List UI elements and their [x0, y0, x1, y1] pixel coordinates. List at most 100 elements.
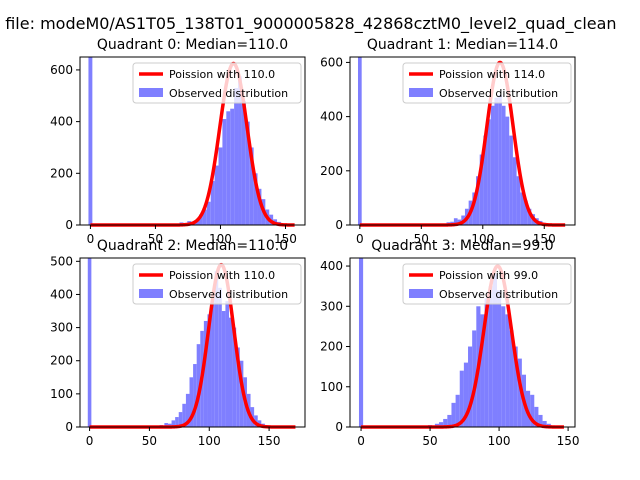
legend-box	[402, 62, 572, 104]
histogram-bar	[501, 105, 506, 225]
histogram-bar	[451, 402, 456, 427]
histogram-bar	[488, 286, 493, 427]
legend: Poission with 110.0 Observed distribution	[132, 62, 302, 104]
histogram-bar	[199, 214, 203, 225]
histogram-bar	[484, 298, 489, 427]
histogram-bar	[236, 347, 240, 427]
histogram-bar	[206, 201, 211, 225]
legend: Poission with 110.0 Observed distribution	[132, 263, 302, 305]
subplot-2: Quadrant 2: Median=110.0 0 50 100 150 0 100 200…	[50, 238, 306, 448]
figure-title: n file: modeM0/AS1T05_138T01_9000005828_…	[0, 14, 617, 33]
histogram-bar	[439, 422, 444, 427]
histogram-bar	[234, 88, 239, 225]
x-tick-label: 100	[198, 434, 221, 448]
histogram-bar	[189, 377, 194, 427]
histogram-bar	[196, 344, 201, 427]
histogram-bar	[517, 358, 522, 427]
histogram-bar	[530, 394, 535, 427]
y-tick-label: 0	[65, 218, 73, 232]
histogram-bar	[527, 208, 532, 225]
histogram-bar	[214, 271, 219, 427]
histogram-bar	[249, 147, 254, 225]
y-tick-label: 600	[50, 63, 73, 77]
x-tick-label: 50	[414, 232, 429, 246]
legend-box	[402, 263, 572, 305]
x-tick-label: 150	[557, 434, 580, 448]
histogram-bar	[468, 346, 473, 427]
subplot-title: Quadrant 1: Median=114.0	[367, 37, 558, 53]
legend-label-observed: Observed distribution	[169, 288, 288, 301]
histogram-bar	[185, 393, 190, 427]
histogram-bar	[193, 364, 197, 427]
histogram-bar	[513, 346, 518, 427]
histogram-bar	[455, 394, 460, 427]
legend-bar-swatch	[409, 88, 433, 97]
y-tick-label: 0	[65, 420, 73, 434]
histogram-bar	[498, 94, 502, 225]
histogram-bar	[542, 420, 547, 427]
histogram-bar	[497, 290, 502, 427]
histogram-bar	[214, 165, 219, 225]
histogram-bar	[218, 287, 222, 427]
x-tick-label: 0	[356, 232, 364, 246]
histogram-bar	[232, 327, 237, 427]
legend-label-poisson: Poission with 99.0	[439, 269, 538, 282]
legend-bar-swatch	[139, 289, 163, 298]
histogram-bar	[443, 418, 448, 427]
y-tick-label: 0	[335, 420, 343, 434]
histogram-bar	[487, 119, 491, 225]
x-tick-label: 100	[209, 232, 232, 246]
histogram-bar	[225, 301, 230, 427]
y-tick-label: 100	[50, 387, 73, 401]
histogram-bar	[505, 116, 510, 225]
axes-frame	[79, 257, 306, 428]
histogram-bar	[211, 297, 215, 427]
x-tick-label: 0	[357, 434, 365, 448]
subplot-3: Quadrant 3: Median=99.0 0 50 100 150 0 100 200 3…	[320, 238, 579, 448]
histogram-bar	[472, 192, 477, 225]
y-tick-label: 200	[50, 354, 73, 368]
axes-frame	[349, 56, 576, 226]
histogram-bar	[523, 200, 528, 225]
legend-label-observed: Observed distribution	[439, 87, 558, 100]
histogram-bar	[239, 360, 244, 427]
histogram-bar	[538, 414, 543, 427]
histogram-bar	[230, 108, 235, 225]
histogram-bar	[178, 412, 183, 427]
x-tick-label: 150	[274, 232, 297, 246]
histogram-bar	[88, 57, 93, 225]
y-tick-label: 400	[320, 110, 343, 124]
x-tick-label: 100	[471, 232, 494, 246]
axes-frame	[79, 56, 306, 226]
x-tick-label: 50	[422, 434, 437, 448]
x-tick-label: 0	[87, 232, 95, 246]
y-tick-label: 400	[50, 287, 73, 301]
histogram-bar	[203, 320, 208, 427]
histogram-bar	[520, 192, 524, 225]
histogram-bar	[210, 181, 215, 225]
histogram-bar	[207, 314, 212, 427]
histogram-bar	[182, 403, 186, 427]
histogram-bar	[516, 176, 521, 225]
subplot-title: Quadrant 3: Median=99.0	[371, 238, 553, 254]
x-tick-label: 100	[488, 434, 511, 448]
y-tick-label: 200	[50, 166, 73, 180]
histogram-bar	[505, 314, 510, 427]
histogram-bar	[483, 135, 488, 225]
legend: Poission with 114.0 Observed distribution	[402, 62, 572, 104]
histogram-bar	[358, 258, 364, 427]
histogram-bar	[257, 188, 262, 225]
y-tick-label: 200	[320, 340, 343, 354]
legend-label-poisson: Poission with 110.0	[169, 68, 275, 81]
y-tick-label: 0	[335, 218, 343, 232]
histogram-bar	[226, 111, 231, 225]
histogram-bar	[476, 176, 480, 225]
y-tick-label: 200	[320, 164, 343, 178]
histogram-bar	[492, 274, 498, 427]
histogram-bar	[164, 423, 168, 427]
y-tick-label: 100	[320, 380, 343, 394]
y-tick-label: 400	[320, 259, 343, 273]
y-tick-label: 500	[50, 254, 73, 268]
histogram-bar	[253, 173, 258, 225]
legend-box	[132, 62, 302, 104]
